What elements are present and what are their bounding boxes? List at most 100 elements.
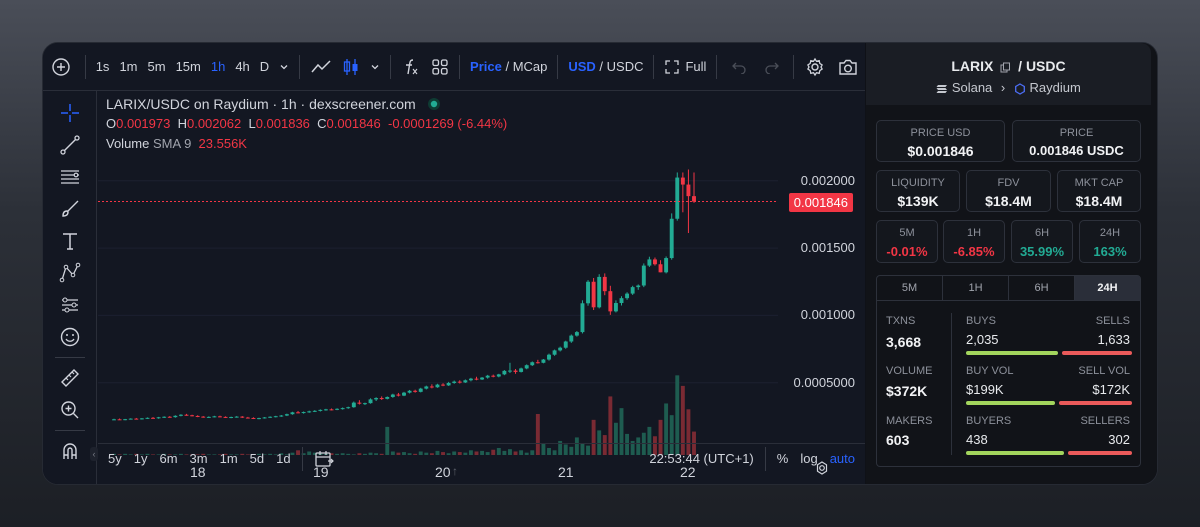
dex-link[interactable]: Raydium [1029, 80, 1081, 95]
prediction-tool[interactable] [54, 289, 86, 321]
candles-chart-button[interactable] [337, 52, 365, 82]
bottom-divider [301, 446, 303, 471]
crosshair-tool[interactable] [54, 97, 86, 129]
zoom-tool[interactable] [54, 394, 86, 426]
usd-option[interactable]: USD [568, 59, 596, 74]
volume-bar [357, 453, 362, 455]
time-axis-label: 22 [680, 464, 696, 480]
makers-value: 603 [886, 432, 910, 448]
range-6m[interactable]: 6m [159, 451, 178, 466]
add-symbol-button[interactable] [43, 52, 80, 82]
range-5d[interactable]: 5d [249, 451, 265, 466]
copy-icon[interactable] [1000, 62, 1011, 73]
change-label: 1H [966, 227, 982, 239]
raydium-icon [1014, 82, 1025, 95]
mcap-option[interactable]: MCap [512, 59, 548, 74]
pattern-icon [59, 262, 80, 283]
plus-circle-icon [52, 57, 71, 76]
candle-body [692, 196, 696, 202]
range-3m[interactable]: 3m [189, 451, 208, 466]
interval-1d[interactable]: D [259, 59, 270, 74]
screenshot-button[interactable] [830, 52, 865, 82]
volume-bar [664, 403, 669, 455]
indicators-button[interactable] [396, 52, 426, 82]
drawing-toolbar [43, 91, 97, 484]
range-5y[interactable]: 5y [108, 451, 122, 466]
volume-bar [290, 452, 295, 455]
redo-button[interactable] [755, 52, 788, 82]
tab-1h[interactable]: 1H [943, 276, 1009, 300]
percent-scale-toggle[interactable]: % [776, 451, 789, 466]
chain-link[interactable]: Solana [951, 80, 993, 95]
collapse-toolbar-button[interactable]: ‹ [90, 447, 98, 461]
tab-24h[interactable]: 24H [1075, 276, 1140, 300]
text-tool[interactable] [54, 225, 86, 257]
interval-4h[interactable]: 4h [235, 59, 250, 74]
magnet-tool[interactable] [54, 435, 86, 467]
volume-bar [580, 443, 585, 455]
log-scale-toggle[interactable]: log [800, 451, 818, 466]
volume-bar [273, 454, 278, 455]
change-value: 163% [1093, 244, 1127, 259]
candle-body [680, 177, 685, 185]
candle-body [112, 419, 116, 421]
open-label: O [106, 116, 117, 131]
undo-button[interactable] [722, 52, 755, 82]
interval-5m[interactable]: 5m [147, 59, 166, 74]
tab-5m[interactable]: 5M [877, 276, 943, 300]
volume-bar [502, 450, 507, 455]
text-icon [62, 233, 77, 250]
volume-bar [552, 450, 557, 455]
candle-body [139, 418, 144, 420]
fib-tool[interactable] [54, 161, 86, 193]
line-chart-button[interactable] [305, 52, 337, 82]
candle-body [396, 394, 401, 396]
settings-button[interactable] [799, 52, 830, 82]
brush-tool[interactable] [54, 193, 86, 225]
expand-panel-icon[interactable]: ↑ [452, 464, 458, 478]
volume-bar [686, 409, 691, 455]
intervals-dropdown-button[interactable] [274, 52, 294, 82]
interval-1m[interactable]: 1m [119, 59, 138, 74]
volume-bar [284, 454, 289, 455]
tab-6h[interactable]: 6H [1009, 276, 1075, 300]
chart-plot-area[interactable]: LARIX/USDC on Raydium · 1h · dexscreener… [90, 91, 865, 480]
interval-1s[interactable]: 1s [95, 59, 110, 74]
range-1y[interactable]: 1y [133, 451, 148, 466]
pattern-tool[interactable] [54, 257, 86, 289]
range-1d[interactable]: 1d [276, 451, 291, 466]
currency-toggle[interactable]: USD / USDC [563, 52, 648, 82]
candle-body [686, 184, 691, 197]
price-mcap-toggle[interactable]: Price / MCap [465, 52, 552, 82]
candlestick-chart[interactable] [98, 91, 865, 455]
go-to-date-button[interactable] [308, 450, 340, 468]
volume-bar [491, 449, 496, 455]
sliders-icon [61, 297, 78, 313]
icons-tool[interactable] [54, 321, 86, 353]
change-card-5m[interactable]: 5M -0.01% [876, 220, 938, 263]
volume-bar [524, 452, 529, 455]
change-card-24h[interactable]: 24H 163% [1079, 220, 1141, 263]
change-card-6h[interactable]: 6H 35.99% [1011, 220, 1073, 263]
price-option[interactable]: Price [470, 59, 502, 74]
price-usd-value: $0.001846 [907, 143, 974, 159]
chart-type-dropdown-button[interactable] [365, 52, 385, 82]
fullscreen-button[interactable]: Full [659, 52, 711, 82]
range-1m[interactable]: 1m [219, 451, 238, 466]
interval-15m[interactable]: 15m [175, 59, 201, 74]
close-value: 0.001846 [326, 116, 381, 131]
volume-label: Volume [106, 136, 150, 151]
interval-1h[interactable]: 1h [210, 59, 226, 74]
change-card-1h[interactable]: 1H -6.85% [943, 220, 1005, 263]
ruler-tool[interactable] [54, 362, 86, 394]
trend-line-tool[interactable] [54, 129, 86, 161]
usdc-option[interactable]: USDC [606, 59, 644, 74]
volume-bar [541, 443, 546, 455]
layout-button[interactable] [426, 52, 454, 82]
auto-scale-toggle[interactable]: auto [829, 451, 855, 466]
brush-icon [61, 200, 78, 217]
chart-settings-button[interactable] [814, 460, 830, 476]
volume-bar [251, 454, 256, 455]
base-token: LARIX [951, 58, 994, 74]
clock-display[interactable]: 22:53:44 (UTC+1) [649, 451, 754, 466]
